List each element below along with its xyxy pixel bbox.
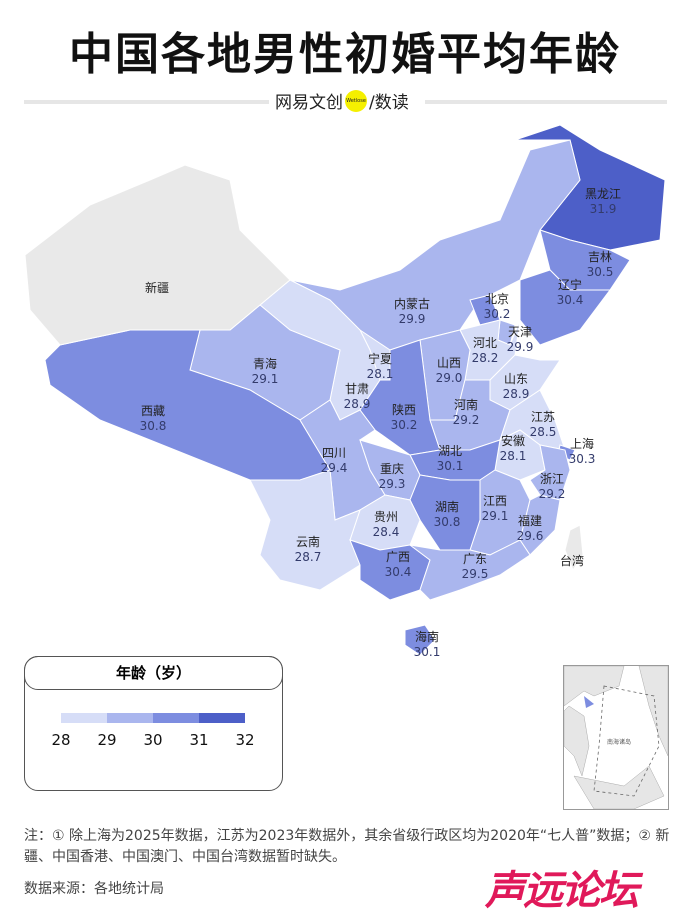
legend-tick: 29 <box>97 731 117 749</box>
brand-badge: Wetlose <box>345 89 367 112</box>
province-name-label: 重庆 <box>380 462 404 476</box>
province-name-label: 辽宁 <box>558 277 582 292</box>
province-value-label: 29.6 <box>517 529 544 543</box>
footnote: 注：① 除上海为2025年数据，江苏为2023年数据外，其余省级行政区均为202… <box>24 828 670 865</box>
province-name-label: 广东 <box>463 552 487 566</box>
province-value-label: 28.1 <box>367 367 394 381</box>
province-value-label: 29.9 <box>399 312 426 326</box>
brand-name: 网易文创 <box>275 93 343 113</box>
watermark: 声远论坛 <box>485 868 639 914</box>
divider <box>24 100 269 104</box>
south-china-sea-inset: 南海诸岛 <box>563 665 669 810</box>
province-name-label: 贵州 <box>374 510 398 524</box>
legend-tick: 28 <box>51 731 71 749</box>
province-name-label: 宁夏 <box>368 351 392 366</box>
province-name-label: 四川 <box>322 446 346 460</box>
province-31 <box>564 524 584 572</box>
legend: 年龄（岁） 28 29 30 31 32 <box>24 656 283 791</box>
province-value-label: 28.9 <box>503 387 530 401</box>
province-name-label: 云南 <box>296 534 320 549</box>
province-value-label: 29.5 <box>462 567 489 581</box>
divider <box>425 100 667 104</box>
province-name-label: 西藏 <box>141 404 165 418</box>
province-name-label: 河南 <box>454 397 478 412</box>
province-name-label: 湖北 <box>438 443 462 458</box>
province-value-label: 30.4 <box>557 293 584 307</box>
legend-swatch <box>199 713 245 723</box>
province-value-label: 30.8 <box>140 419 167 433</box>
province-name-label: 甘肃 <box>345 382 369 396</box>
province-30 <box>24 164 291 346</box>
data-source: 数据来源：各地统计局 <box>24 881 164 897</box>
province-value-label: 29.1 <box>482 509 509 523</box>
legend-tick: 30 <box>143 731 163 749</box>
province-name-label: 山西 <box>437 356 461 370</box>
legend-title: 年龄（岁） <box>24 656 283 690</box>
brand-logo: 网易文创 Wetlose /数读 <box>275 88 409 113</box>
province-29 <box>404 624 436 656</box>
province-name-label: 安徽 <box>501 433 525 448</box>
province-name-label: 江苏 <box>531 410 555 424</box>
province-name-label: 广西 <box>386 550 410 564</box>
province-name-label: 陕西 <box>392 402 416 417</box>
province-value-label: 30.4 <box>385 565 412 579</box>
province-value-label: 30.3 <box>569 452 596 466</box>
province-2 <box>519 269 611 346</box>
province-value-label: 30.2 <box>391 418 418 432</box>
province-value-label: 28.5 <box>530 425 557 439</box>
province-name-label: 浙江 <box>540 472 564 486</box>
province-value-label: 29.1 <box>252 372 279 386</box>
province-name-label: 江西 <box>483 494 507 508</box>
province-name-label: 黑龙江 <box>585 187 621 201</box>
province-value-label: 28.9 <box>344 397 371 411</box>
province-value-label: 30.1 <box>414 645 441 659</box>
province-value-label: 30.2 <box>484 307 511 321</box>
legend-swatch <box>107 713 153 723</box>
province-value-label: 28.4 <box>373 525 400 539</box>
province-name-label: 海南 <box>415 629 439 644</box>
province-name-label: 福建 <box>518 513 542 528</box>
province-value-label: 28.2 <box>472 351 499 365</box>
province-value-label: 29.0 <box>436 371 463 385</box>
province-value-label: 28.1 <box>500 449 527 463</box>
legend-color-bar <box>61 713 245 723</box>
province-name-label: 上海 <box>570 436 594 451</box>
province-value-label: 31.9 <box>590 202 617 216</box>
province-value-label: 29.2 <box>539 487 566 501</box>
province-name-label: 吉林 <box>588 250 612 264</box>
page-title: 中国各地男性初婚平均年龄 <box>69 29 621 80</box>
province-value-label: 29.4 <box>321 461 348 475</box>
legend-swatch <box>61 713 107 723</box>
province-name-label: 新疆 <box>145 280 169 295</box>
brand-suffix: /数读 <box>369 93 409 113</box>
province-value-label: 29.9 <box>507 340 534 354</box>
province-value-label: 30.5 <box>587 265 614 279</box>
legend-tick: 32 <box>235 731 255 749</box>
province-name-label: 湖南 <box>435 499 459 514</box>
province-name-label: 台湾 <box>560 553 584 568</box>
province-name-label: 天津 <box>508 325 532 339</box>
province-name-label: 河北 <box>473 336 497 350</box>
legend-swatch <box>153 713 199 723</box>
china-map: 黑龙江31.9吉林30.5辽宁30.4内蒙古29.9北京30.2天津29.9河北… <box>24 124 666 659</box>
province-name-label: 山东 <box>504 372 528 386</box>
province-name-label: 北京 <box>485 292 509 306</box>
inset-label: 南海诸岛 <box>607 738 631 746</box>
province-value-label: 30.8 <box>434 515 461 529</box>
province-value-label: 29.2 <box>453 413 480 427</box>
province-name-label: 青海 <box>253 356 277 371</box>
province-name-label: 内蒙古 <box>394 296 430 311</box>
province-value-label: 28.7 <box>295 550 322 564</box>
province-value-label: 30.1 <box>437 459 464 473</box>
legend-tick: 31 <box>189 731 209 749</box>
province-28 <box>409 539 531 601</box>
province-value-label: 29.3 <box>379 477 406 491</box>
